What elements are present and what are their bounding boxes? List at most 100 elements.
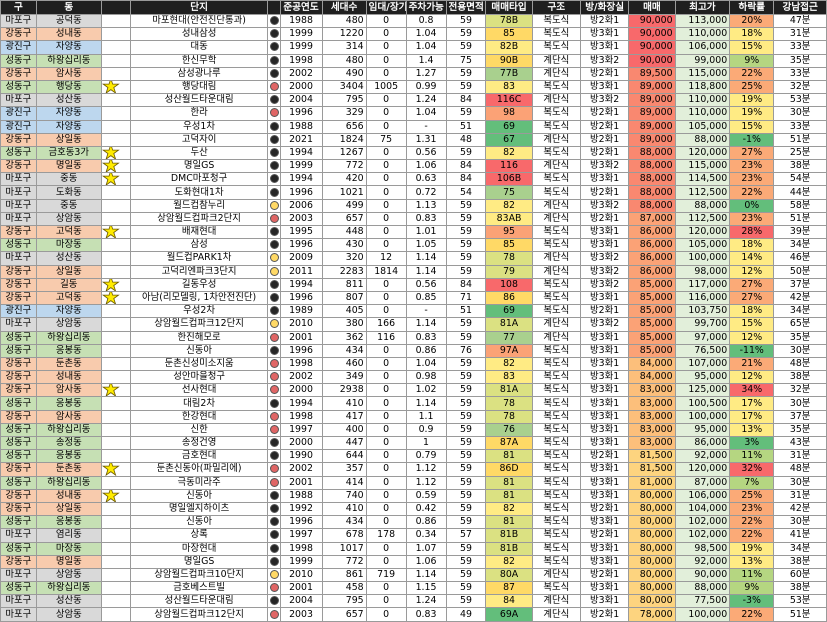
star-cell[interactable] (100, 449, 132, 464)
cell-year[interactable]: 1996 (279, 290, 323, 306)
cell-struct[interactable]: 복도식 (531, 501, 581, 517)
cell-dong[interactable]: 하왕십리동 (35, 475, 102, 490)
cell-area[interactable]: 59 (445, 515, 487, 530)
cell-rent[interactable]: 0 (365, 475, 407, 490)
cell-dong[interactable]: 응봉동 (35, 515, 102, 530)
status-dot-cell[interactable] (266, 106, 281, 121)
table-row[interactable]: 마포구 중동 ★ DMC마포청구 1994 420 0 0.63 84 106B 복도식 방3화1 88… (0, 172, 827, 187)
cell-struct[interactable]: 계단식 (531, 317, 581, 332)
cell-room[interactable]: 방2화1 (579, 304, 630, 319)
cell-year[interactable]: 1999 (279, 40, 323, 55)
cell-name[interactable]: DMC마포청구 (130, 172, 268, 187)
cell-area[interactable]: 59 (445, 145, 487, 161)
cell-max[interactable]: 115,000 (674, 66, 731, 81)
cell-max[interactable]: 120,000 (674, 224, 731, 240)
cell-area[interactable]: 59 (445, 383, 487, 398)
cell-year[interactable]: 1998 (279, 53, 323, 68)
cell-park[interactable]: 0.83 (405, 607, 447, 622)
cell-name[interactable]: 명일GS (130, 554, 268, 569)
cell-type[interactable]: 82B (485, 40, 533, 55)
cell-name[interactable]: 극동미라주 (130, 475, 268, 490)
cell-rent[interactable]: 0 (365, 27, 407, 42)
cell-name[interactable]: 송정건영 (130, 435, 268, 451)
cell-gu[interactable]: 성동구 (0, 79, 37, 95)
cell-type[interactable]: 81A (485, 383, 533, 398)
cell-struct[interactable]: 복도식 (531, 304, 581, 319)
cell-rent[interactable]: 0 (365, 488, 407, 503)
cell-max[interactable]: 95,000 (674, 370, 731, 385)
cell-price[interactable]: 85,000 (628, 330, 676, 345)
cell-type[interactable]: 77B (485, 66, 533, 81)
cell-name[interactable]: 금호현대 (130, 449, 268, 464)
cell-name[interactable]: 한진해모로 (130, 330, 268, 345)
cell-gangnam[interactable]: 48분 (773, 462, 827, 477)
cell-gu[interactable]: 강동구 (0, 370, 37, 385)
cell-room[interactable]: 방3화1 (579, 422, 630, 438)
cell-name[interactable]: 아남(리모델링, 1차안전진단) (130, 290, 268, 306)
cell-rent[interactable]: 0 (365, 435, 407, 451)
cell-max[interactable]: 116,000 (674, 290, 731, 306)
cell-price[interactable]: 80,000 (628, 594, 676, 609)
cell-gu[interactable]: 마포구 (0, 567, 37, 583)
cell-price[interactable]: 88,000 (628, 185, 676, 200)
table-row[interactable]: 마포구 상암동 상암월드컵파크12단지 2010 380 166 1.14 59 81A 계단식 방… (0, 317, 827, 332)
cell-rent[interactable]: 0 (365, 172, 407, 187)
cell-gangnam[interactable]: 37분 (773, 409, 827, 424)
cell-rent[interactable]: 1005 (365, 79, 407, 95)
cell-area[interactable]: 49 (445, 607, 487, 622)
cell-year[interactable]: 1994 (279, 145, 323, 161)
cell-year[interactable]: 1996 (279, 515, 323, 530)
table-row[interactable]: 마포구 상암동 상암월드컵파크10단지 2010 861 719 1.14 59 80A 계단식 방… (0, 567, 827, 583)
cell-year[interactable]: 2001 (279, 330, 323, 345)
cell-gangnam[interactable]: 32분 (773, 383, 827, 398)
cell-struct[interactable]: 복도식 (531, 409, 581, 424)
table-row[interactable]: 강동구 암사동 삼성광나루 2002 490 0 1.27 59 77B 계단식 방2화1 89,50… (0, 66, 827, 81)
cell-room[interactable]: 방2화1 (579, 449, 630, 464)
cell-area[interactable]: 59 (445, 13, 487, 29)
cell-type[interactable]: 81A (485, 317, 533, 332)
cell-drop[interactable]: 18% (729, 238, 775, 253)
cell-dong[interactable]: 염리동 (35, 528, 102, 543)
cell-type[interactable]: 80A (485, 567, 533, 583)
cell-rent[interactable]: 0 (365, 13, 407, 29)
cell-drop[interactable]: 11% (729, 449, 775, 464)
star-cell[interactable] (100, 330, 132, 345)
cell-year[interactable]: 2000 (279, 435, 323, 451)
cell-year[interactable]: 2004 (279, 594, 323, 609)
cell-price[interactable]: 81,500 (628, 449, 676, 464)
cell-gangnam[interactable]: 37분 (773, 277, 827, 292)
cell-gu[interactable]: 마포구 (0, 251, 37, 266)
cell-room[interactable]: 방2화1 (579, 501, 630, 517)
table-row[interactable]: 마포구 상암동 상암월드컵파크12단지 2003 657 0 0.83 49 69A 계단식 방2화… (0, 607, 827, 622)
cell-dong[interactable]: 명일동 (35, 159, 102, 174)
cell-park[interactable]: 0.59 (405, 488, 447, 503)
cell-struct[interactable]: 계단식 (531, 132, 581, 147)
cell-gangnam[interactable]: 39분 (773, 224, 827, 240)
cell-max[interactable]: 105,000 (674, 119, 731, 134)
cell-gu[interactable]: 광진구 (0, 304, 37, 319)
cell-name[interactable]: 상암월드컵파크12단지 (130, 607, 268, 622)
status-dot-cell[interactable] (266, 449, 281, 464)
cell-gu[interactable]: 강동구 (0, 264, 37, 279)
cell-area[interactable]: 57 (445, 528, 487, 543)
cell-park[interactable]: 0.85 (405, 290, 447, 306)
cell-year[interactable]: 2009 (279, 251, 323, 266)
cell-drop[interactable]: 13% (729, 422, 775, 438)
cell-type[interactable]: 106B (485, 172, 533, 187)
star-cell[interactable] (100, 119, 132, 134)
cell-room[interactable]: 방3화1 (579, 40, 630, 55)
cell-type[interactable]: 97A (485, 343, 533, 358)
cell-year[interactable]: 1997 (279, 422, 323, 438)
status-dot-cell[interactable] (266, 422, 281, 438)
cell-area[interactable]: 51 (445, 304, 487, 319)
status-dot-cell[interactable] (266, 53, 281, 68)
cell-area[interactable]: 59 (445, 40, 487, 55)
cell-name[interactable]: 둔촌신성미소지움 (130, 356, 268, 372)
star-cell[interactable] (100, 317, 132, 332)
cell-dong[interactable]: 중동 (35, 198, 102, 213)
cell-drop[interactable]: 14% (729, 251, 775, 266)
table-row[interactable]: 광진구 자양동 한라 1996 329 0 1.04 59 98 복도식 방2화1 89,000 110… (0, 106, 827, 121)
cell-max[interactable]: 112,500 (674, 211, 731, 227)
cell-dong[interactable]: 마장동 (35, 541, 102, 556)
cell-gu[interactable]: 강동구 (0, 554, 37, 569)
